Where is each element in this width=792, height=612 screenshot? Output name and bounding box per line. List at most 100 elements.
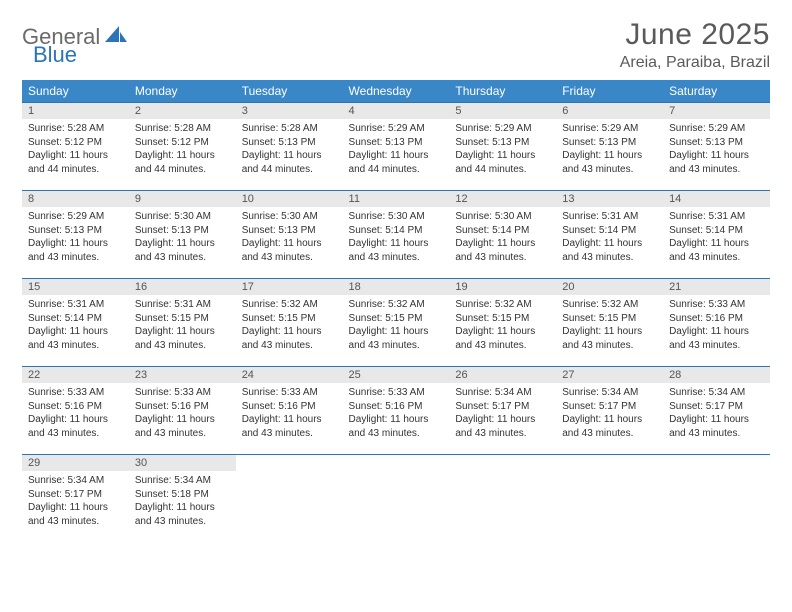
calendar-day-cell: 7Sunrise: 5:29 AMSunset: 5:13 PMDaylight… [663, 103, 770, 191]
day-number: 26 [449, 367, 556, 383]
calendar-day-cell: 9Sunrise: 5:30 AMSunset: 5:13 PMDaylight… [129, 191, 236, 279]
day-number: 7 [663, 103, 770, 119]
day-number: 15 [22, 279, 129, 295]
calendar-day-cell: 6Sunrise: 5:29 AMSunset: 5:13 PMDaylight… [556, 103, 663, 191]
day-details: Sunrise: 5:31 AMSunset: 5:14 PMDaylight:… [663, 207, 770, 270]
day-number: 12 [449, 191, 556, 207]
calendar-day-cell: 11Sunrise: 5:30 AMSunset: 5:14 PMDayligh… [343, 191, 450, 279]
calendar-week-row: 22Sunrise: 5:33 AMSunset: 5:16 PMDayligh… [22, 367, 770, 455]
day-number: 2 [129, 103, 236, 119]
day-details: Sunrise: 5:34 AMSunset: 5:17 PMDaylight:… [556, 383, 663, 446]
day-number: 8 [22, 191, 129, 207]
day-number: 3 [236, 103, 343, 119]
weekday-header: Wednesday [343, 80, 450, 103]
day-details: Sunrise: 5:33 AMSunset: 5:16 PMDaylight:… [129, 383, 236, 446]
day-number: 16 [129, 279, 236, 295]
day-number: 9 [129, 191, 236, 207]
calendar-day-cell: 13Sunrise: 5:31 AMSunset: 5:14 PMDayligh… [556, 191, 663, 279]
day-details: Sunrise: 5:31 AMSunset: 5:14 PMDaylight:… [22, 295, 129, 358]
weekday-header: Sunday [22, 80, 129, 103]
calendar-day-cell [236, 455, 343, 543]
day-details: Sunrise: 5:32 AMSunset: 5:15 PMDaylight:… [236, 295, 343, 358]
calendar-day-cell: 25Sunrise: 5:33 AMSunset: 5:16 PMDayligh… [343, 367, 450, 455]
calendar-day-cell [663, 455, 770, 543]
calendar-day-cell: 27Sunrise: 5:34 AMSunset: 5:17 PMDayligh… [556, 367, 663, 455]
calendar-day-cell: 15Sunrise: 5:31 AMSunset: 5:14 PMDayligh… [22, 279, 129, 367]
calendar-day-cell: 19Sunrise: 5:32 AMSunset: 5:15 PMDayligh… [449, 279, 556, 367]
calendar-day-cell: 4Sunrise: 5:29 AMSunset: 5:13 PMDaylight… [343, 103, 450, 191]
day-details: Sunrise: 5:30 AMSunset: 5:14 PMDaylight:… [449, 207, 556, 270]
day-details: Sunrise: 5:29 AMSunset: 5:13 PMDaylight:… [22, 207, 129, 270]
calendar-day-cell: 24Sunrise: 5:33 AMSunset: 5:16 PMDayligh… [236, 367, 343, 455]
calendar-table: Sunday Monday Tuesday Wednesday Thursday… [22, 80, 770, 543]
calendar-day-cell: 17Sunrise: 5:32 AMSunset: 5:15 PMDayligh… [236, 279, 343, 367]
day-details: Sunrise: 5:34 AMSunset: 5:17 PMDaylight:… [663, 383, 770, 446]
day-number: 5 [449, 103, 556, 119]
day-number: 20 [556, 279, 663, 295]
day-details: Sunrise: 5:30 AMSunset: 5:14 PMDaylight:… [343, 207, 450, 270]
weekday-header-row: Sunday Monday Tuesday Wednesday Thursday… [22, 80, 770, 103]
calendar-day-cell: 14Sunrise: 5:31 AMSunset: 5:14 PMDayligh… [663, 191, 770, 279]
day-details: Sunrise: 5:30 AMSunset: 5:13 PMDaylight:… [129, 207, 236, 270]
calendar-day-cell: 18Sunrise: 5:32 AMSunset: 5:15 PMDayligh… [343, 279, 450, 367]
logo-blue-row: Blue [33, 42, 77, 68]
day-number: 30 [129, 455, 236, 471]
calendar-day-cell [343, 455, 450, 543]
calendar-day-cell: 2Sunrise: 5:28 AMSunset: 5:12 PMDaylight… [129, 103, 236, 191]
day-number: 10 [236, 191, 343, 207]
weekday-header: Tuesday [236, 80, 343, 103]
day-details: Sunrise: 5:34 AMSunset: 5:17 PMDaylight:… [449, 383, 556, 446]
day-details: Sunrise: 5:29 AMSunset: 5:13 PMDaylight:… [556, 119, 663, 182]
day-number: 18 [343, 279, 450, 295]
calendar-day-cell: 12Sunrise: 5:30 AMSunset: 5:14 PMDayligh… [449, 191, 556, 279]
calendar-day-cell [449, 455, 556, 543]
title-block: June 2025 Areia, Paraiba, Brazil [620, 18, 770, 72]
month-title: June 2025 [620, 18, 770, 52]
calendar-week-row: 8Sunrise: 5:29 AMSunset: 5:13 PMDaylight… [22, 191, 770, 279]
day-number: 21 [663, 279, 770, 295]
day-details: Sunrise: 5:29 AMSunset: 5:13 PMDaylight:… [449, 119, 556, 182]
day-number: 19 [449, 279, 556, 295]
day-number: 17 [236, 279, 343, 295]
calendar-day-cell: 10Sunrise: 5:30 AMSunset: 5:13 PMDayligh… [236, 191, 343, 279]
calendar-day-cell: 28Sunrise: 5:34 AMSunset: 5:17 PMDayligh… [663, 367, 770, 455]
calendar-day-cell: 16Sunrise: 5:31 AMSunset: 5:15 PMDayligh… [129, 279, 236, 367]
day-details: Sunrise: 5:28 AMSunset: 5:13 PMDaylight:… [236, 119, 343, 182]
day-number: 22 [22, 367, 129, 383]
calendar-day-cell: 1Sunrise: 5:28 AMSunset: 5:12 PMDaylight… [22, 103, 129, 191]
weekday-header: Thursday [449, 80, 556, 103]
logo-sail-icon [105, 26, 127, 49]
day-number: 4 [343, 103, 450, 119]
calendar-day-cell: 3Sunrise: 5:28 AMSunset: 5:13 PMDaylight… [236, 103, 343, 191]
calendar-day-cell: 8Sunrise: 5:29 AMSunset: 5:13 PMDaylight… [22, 191, 129, 279]
logo-text-blue: Blue [33, 42, 77, 67]
day-details: Sunrise: 5:33 AMSunset: 5:16 PMDaylight:… [663, 295, 770, 358]
calendar-day-cell: 30Sunrise: 5:34 AMSunset: 5:18 PMDayligh… [129, 455, 236, 543]
day-details: Sunrise: 5:29 AMSunset: 5:13 PMDaylight:… [663, 119, 770, 182]
calendar-day-cell: 21Sunrise: 5:33 AMSunset: 5:16 PMDayligh… [663, 279, 770, 367]
weekday-header: Monday [129, 80, 236, 103]
calendar-day-cell [556, 455, 663, 543]
day-details: Sunrise: 5:32 AMSunset: 5:15 PMDaylight:… [343, 295, 450, 358]
location-subtitle: Areia, Paraiba, Brazil [620, 54, 770, 72]
day-number: 6 [556, 103, 663, 119]
day-details: Sunrise: 5:33 AMSunset: 5:16 PMDaylight:… [343, 383, 450, 446]
day-details: Sunrise: 5:32 AMSunset: 5:15 PMDaylight:… [449, 295, 556, 358]
calendar-day-cell: 26Sunrise: 5:34 AMSunset: 5:17 PMDayligh… [449, 367, 556, 455]
day-details: Sunrise: 5:31 AMSunset: 5:14 PMDaylight:… [556, 207, 663, 270]
day-details: Sunrise: 5:30 AMSunset: 5:13 PMDaylight:… [236, 207, 343, 270]
calendar-day-cell: 20Sunrise: 5:32 AMSunset: 5:15 PMDayligh… [556, 279, 663, 367]
day-number: 14 [663, 191, 770, 207]
day-number: 13 [556, 191, 663, 207]
day-details: Sunrise: 5:28 AMSunset: 5:12 PMDaylight:… [22, 119, 129, 182]
calendar-week-row: 29Sunrise: 5:34 AMSunset: 5:17 PMDayligh… [22, 455, 770, 543]
day-number: 27 [556, 367, 663, 383]
day-details: Sunrise: 5:28 AMSunset: 5:12 PMDaylight:… [129, 119, 236, 182]
calendar-day-cell: 29Sunrise: 5:34 AMSunset: 5:17 PMDayligh… [22, 455, 129, 543]
day-details: Sunrise: 5:33 AMSunset: 5:16 PMDaylight:… [22, 383, 129, 446]
day-details: Sunrise: 5:34 AMSunset: 5:18 PMDaylight:… [129, 471, 236, 534]
day-details: Sunrise: 5:34 AMSunset: 5:17 PMDaylight:… [22, 471, 129, 534]
day-details: Sunrise: 5:32 AMSunset: 5:15 PMDaylight:… [556, 295, 663, 358]
day-details: Sunrise: 5:31 AMSunset: 5:15 PMDaylight:… [129, 295, 236, 358]
day-number: 1 [22, 103, 129, 119]
